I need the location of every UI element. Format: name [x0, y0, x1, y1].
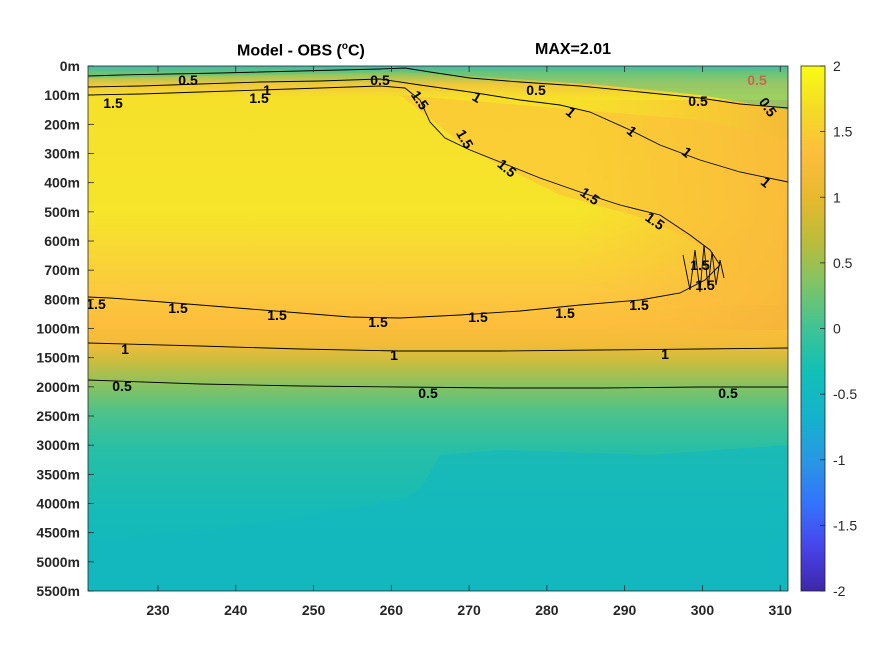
colorbar: 2 1.5 1 0.5 0 -0.5 -1 -1.5 -2	[800, 58, 857, 599]
contour-label: 1.5	[86, 296, 106, 312]
y-tick-label: 3000m	[36, 437, 80, 453]
y-tick-label: 700m	[44, 262, 80, 278]
contour-label: 1.5	[695, 277, 715, 293]
y-tick-label: 1500m	[36, 350, 80, 366]
contour-label: 1.5	[690, 257, 710, 273]
heatmap-abyssal-region	[88, 445, 788, 591]
y-tick-label: 800m	[44, 291, 80, 307]
x-tick-label: 230	[146, 602, 170, 618]
x-tick-label: 260	[380, 602, 404, 618]
contour-label: 0.5	[688, 93, 708, 109]
y-tick-label: 2000m	[36, 379, 80, 395]
heatmap-surface-band	[88, 66, 788, 110]
colorbar-tick-label: 0	[833, 321, 841, 337]
contour-label: 1.5	[555, 305, 575, 321]
contour-label: 1	[661, 346, 669, 362]
y-tick-label: 3500m	[36, 466, 80, 482]
y-tick-label: 1000m	[36, 321, 80, 337]
colorbar-tick-label: 1	[833, 189, 841, 205]
y-tick-label: 2500m	[36, 408, 80, 424]
colorbar-tick-label: 1.5	[833, 124, 853, 140]
x-tick-label: 310	[769, 602, 793, 618]
y-tick-label: 5000m	[36, 554, 80, 570]
title-main: Model - OBS (	[237, 42, 342, 60]
contour-label: 1	[390, 347, 398, 363]
contour-label: 1.5	[368, 314, 388, 330]
colorbar-tick-label: 0.5	[833, 255, 853, 271]
contour-lines	[88, 67, 788, 389]
colorbar-tick-label: -0.5	[833, 386, 857, 402]
contour-label: 1	[121, 341, 129, 357]
contour-label: 1.5	[168, 300, 188, 316]
contour-label: 1	[263, 82, 271, 98]
y-tick-label: 4500m	[36, 525, 80, 541]
y-tick-label: 600m	[44, 233, 80, 249]
y-tick-label: 200m	[44, 116, 80, 132]
chart-title: Model - OBS (oC)	[237, 41, 365, 60]
colorbar-tick-label: -2	[833, 583, 846, 599]
contour-label: 0.5	[747, 72, 767, 88]
contour-line-1-deep	[88, 342, 788, 352]
x-tick-label: 270	[457, 602, 481, 618]
colorbar-tick-label: -1	[833, 452, 846, 468]
contour-line-1.5-lower	[88, 264, 721, 319]
contour-label: 0.5	[178, 72, 198, 88]
contour-noise-cluster	[682, 244, 725, 293]
y-tick-label: 4000m	[36, 496, 80, 512]
y-tick-label: 0m	[60, 58, 80, 74]
y-tick-label: 5500m	[36, 583, 80, 599]
colorbar-tick-label: -1.5	[833, 517, 857, 533]
contour-label: 0.5	[526, 82, 546, 98]
colorbar-ticks: 2 1.5 1 0.5 0 -0.5 -1 -1.5 -2	[820, 58, 857, 599]
contour-line-0.5-deep	[88, 379, 788, 389]
y-tick-label: 300m	[44, 146, 80, 162]
contour-label: 0.5	[370, 72, 390, 88]
contour-label: 0.5	[718, 385, 738, 401]
max-value-label: MAX=2.01	[535, 41, 612, 58]
heatmap-warm-lobe	[400, 95, 788, 305]
title-degree-superscript: o	[341, 41, 348, 52]
contour-label: 0.5	[418, 385, 438, 401]
contour-line-0.5-surface	[88, 67, 788, 109]
contour-label: 0.5	[112, 378, 132, 394]
y-tick-label: 500m	[44, 204, 80, 220]
y-axis: 0m 100m 200m 300m 400m 500m 600m 700m 800m 1000m 1…	[36, 58, 94, 599]
colorbar-tick-label: 2	[833, 58, 841, 74]
x-tick-label: 290	[613, 602, 637, 618]
x-tick-label: 250	[302, 602, 326, 618]
x-tick-label: 300	[691, 602, 715, 618]
contour-line-1-surface	[88, 78, 788, 183]
contour-label: 1.5	[267, 307, 287, 323]
contour-line-1.5-upper	[88, 85, 721, 266]
x-tick-label: 240	[224, 602, 248, 618]
y-tick-label: 400m	[44, 175, 80, 191]
contour-label: 1.5	[103, 95, 123, 111]
contour-label: 1.5	[249, 90, 269, 106]
title-unit: C)	[348, 42, 365, 60]
y-tick-label: 100m	[44, 87, 80, 103]
contour-label: 1.5	[629, 297, 649, 313]
x-tick-label: 280	[535, 602, 559, 618]
x-axis: 230 240 250 260 270 280 290 300 310	[146, 66, 792, 618]
contour-label: 1.5	[468, 309, 488, 325]
